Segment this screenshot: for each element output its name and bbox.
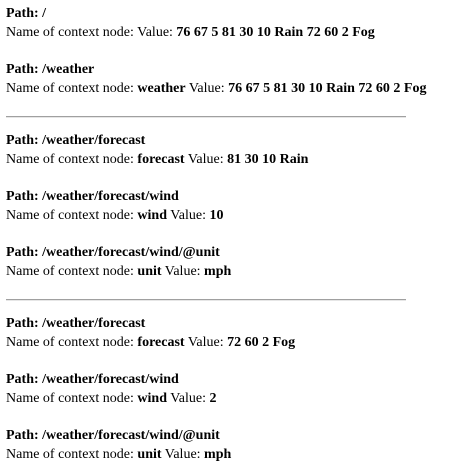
value-label: Value:: [164, 264, 205, 279]
entry: Path: /weather/forecast/wind Name of con…: [6, 370, 470, 408]
path-value: /weather/forecast/wind/@unit: [42, 428, 220, 443]
node-value: 76 67 5 81 30 10 Rain 72 60 2 Fog: [228, 81, 427, 96]
path-line: Path: /weather/forecast/wind: [6, 187, 470, 206]
name-label: Name of context node:: [6, 335, 138, 350]
path-line: Path: /weather/forecast: [6, 314, 470, 333]
path-value: /weather/forecast/wind: [42, 372, 179, 387]
name-label: Name of context node:: [6, 447, 138, 462]
result-group: Path: /weather/forecast Name of context …: [6, 314, 470, 464]
node-name: weather: [137, 81, 186, 96]
path-label: Path:: [6, 316, 43, 331]
path-value: /weather/forecast/wind: [42, 189, 179, 204]
name-label: Name of context node:: [6, 81, 138, 96]
node-line: Name of context node: weather Value: 76 …: [6, 79, 470, 98]
node-line: Name of context node: Value: 76 67 5 81 …: [6, 23, 470, 42]
node-value: 2: [209, 391, 217, 406]
node-line: Name of context node: wind Value: 2: [6, 389, 470, 408]
node-name: unit: [137, 447, 162, 462]
node-line: Name of context node: unit Value: mph: [6, 445, 470, 464]
path-label: Path:: [6, 189, 43, 204]
result-group: Path: /weather/forecast Name of context …: [6, 131, 470, 281]
node-value: mph: [204, 447, 232, 462]
value-label: Value:: [164, 447, 205, 462]
separator: [6, 299, 406, 301]
value-label: Value:: [170, 208, 210, 223]
node-line: Name of context node: wind Value: 10: [6, 206, 470, 225]
path-label: Path:: [6, 245, 43, 260]
name-label: Name of context node:: [6, 25, 138, 40]
name-label: Name of context node:: [6, 391, 138, 406]
result-group: Path: / Name of context node: Value: 76 …: [6, 4, 470, 98]
separator: [6, 116, 406, 118]
path-line: Path: /: [6, 4, 470, 23]
path-line: Path: /weather/forecast/wind: [6, 370, 470, 389]
node-name: forecast: [137, 152, 185, 167]
path-label: Path:: [6, 6, 43, 21]
node-value: 81 30 10 Rain: [227, 152, 309, 167]
entry: Path: /weather/forecast Name of context …: [6, 314, 470, 352]
entry: Path: /weather/forecast/wind/@unit Name …: [6, 243, 470, 281]
node-name: wind: [137, 208, 167, 223]
node-name: wind: [137, 391, 167, 406]
value-label: Value:: [187, 152, 228, 167]
entry: Path: /weather Name of context node: wea…: [6, 60, 470, 98]
entry: Path: /weather/forecast/wind/@unit Name …: [6, 426, 470, 464]
name-label: Name of context node:: [6, 208, 138, 223]
node-value: 10: [209, 208, 224, 223]
path-label: Path:: [6, 372, 43, 387]
node-line: Name of context node: forecast Value: 72…: [6, 333, 470, 352]
path-value: /: [42, 6, 47, 21]
node-value: 76 67 5 81 30 10 Rain 72 60 2 Fog: [176, 25, 375, 40]
entry: Path: /weather/forecast Name of context …: [6, 131, 470, 169]
value-label: Value:: [187, 335, 228, 350]
node-name: forecast: [137, 335, 185, 350]
name-label: Name of context node:: [6, 264, 138, 279]
node-line: Name of context node: unit Value: mph: [6, 262, 470, 281]
value-label: Value:: [188, 81, 229, 96]
node-name: unit: [137, 264, 162, 279]
node-value: mph: [204, 264, 232, 279]
path-label: Path:: [6, 62, 43, 77]
entry: Path: /weather/forecast/wind Name of con…: [6, 187, 470, 225]
path-label: Path:: [6, 133, 43, 148]
path-value: /weather/forecast: [42, 133, 146, 148]
node-value: 72 60 2 Fog: [227, 335, 296, 350]
path-label: Path:: [6, 428, 43, 443]
node-line: Name of context node: forecast Value: 81…: [6, 150, 470, 169]
name-label: Name of context node:: [6, 152, 138, 167]
path-value: /weather: [42, 62, 95, 77]
path-line: Path: /weather/forecast/wind/@unit: [6, 426, 470, 445]
path-line: Path: /weather/forecast/wind/@unit: [6, 243, 470, 262]
value-label: Value:: [170, 391, 210, 406]
path-line: Path: /weather: [6, 60, 470, 79]
entry: Path: / Name of context node: Value: 76 …: [6, 4, 470, 42]
path-value: /weather/forecast/wind/@unit: [42, 245, 220, 260]
path-line: Path: /weather/forecast: [6, 131, 470, 150]
path-value: /weather/forecast: [42, 316, 146, 331]
value-label: Value:: [137, 25, 177, 40]
